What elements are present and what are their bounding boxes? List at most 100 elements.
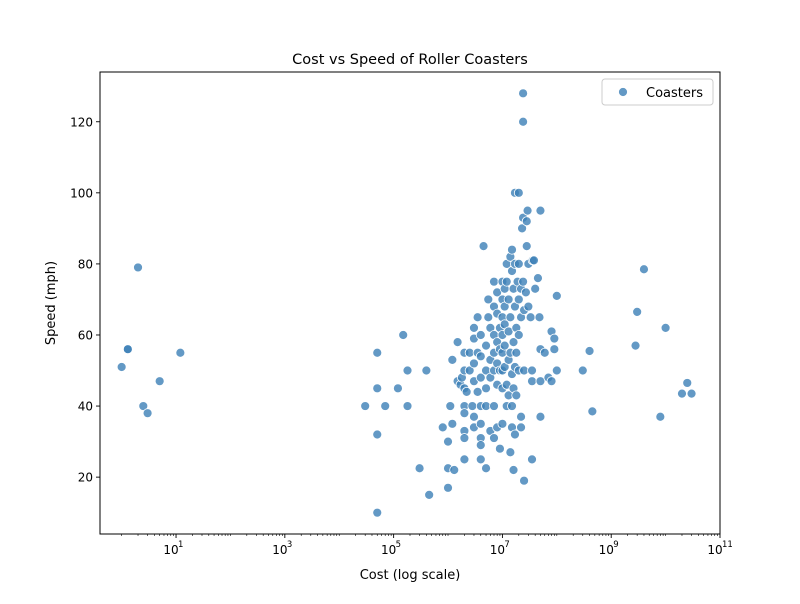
data-point: [535, 205, 546, 216]
x-axis-label: Cost (log scale): [360, 568, 461, 583]
data-point: [530, 283, 541, 294]
data-point: [475, 440, 486, 451]
data-point: [138, 401, 149, 411]
data-point: [655, 411, 666, 422]
data-point: [402, 365, 413, 376]
data-point: [469, 411, 479, 422]
x-tick-label: 10: [599, 543, 614, 557]
data-point: [516, 422, 526, 433]
x-tick-label-exponent: 1: [178, 540, 183, 550]
data-point: [523, 301, 534, 312]
data-point: [516, 411, 526, 422]
data-point: [469, 322, 479, 333]
data-point: [527, 454, 537, 465]
data-point: [632, 306, 643, 317]
data-point: [489, 401, 499, 411]
data-point: [527, 365, 537, 376]
legend-label: Coasters: [646, 86, 703, 101]
y-axis-ticks: 20 40 60 80 100 120: [70, 115, 100, 485]
points-layer: [116, 88, 697, 518]
data-point: [534, 312, 545, 323]
data-point: [505, 312, 516, 323]
data-point: [467, 401, 478, 411]
data-point: [478, 241, 489, 252]
data-point: [529, 255, 539, 266]
data-point: [475, 330, 486, 340]
data-point: [475, 454, 486, 465]
data-point: [535, 411, 546, 422]
data-point: [489, 433, 499, 443]
x-tick-label: 10: [381, 543, 396, 557]
data-point: [472, 386, 483, 397]
data-point: [507, 244, 517, 255]
data-point: [499, 340, 510, 351]
data-point: [398, 330, 409, 340]
data-point: [660, 322, 671, 333]
data-point: [449, 465, 460, 475]
data-point: [507, 401, 517, 411]
data-point: [421, 365, 432, 376]
chart-title: Cost vs Speed of Roller Coasters: [292, 52, 528, 68]
data-point: [142, 408, 153, 419]
data-point: [447, 354, 458, 365]
data-point: [393, 383, 403, 394]
data-point: [424, 490, 435, 500]
x-tick-label: 10: [490, 543, 505, 557]
data-point: [508, 465, 519, 475]
y-tick-label: 80: [78, 257, 93, 271]
data-point: [521, 216, 532, 227]
data-point: [481, 340, 491, 351]
data-point: [533, 273, 543, 284]
data-point: [513, 259, 524, 269]
data-point: [461, 386, 472, 397]
data-point: [677, 388, 687, 399]
data-point: [483, 294, 494, 305]
data-point: [519, 475, 529, 486]
data-point: [372, 507, 383, 518]
data-point: [518, 116, 528, 127]
data-point: [535, 376, 546, 387]
data-point: [518, 276, 528, 287]
data-point: [639, 264, 649, 275]
data-point: [503, 294, 514, 305]
x-tick-label-exponent: 9: [613, 540, 618, 550]
data-point: [587, 406, 598, 417]
data-point: [360, 401, 371, 411]
data-point: [518, 88, 528, 99]
data-point: [505, 447, 516, 458]
data-point: [437, 422, 448, 433]
data-point: [508, 337, 519, 347]
data-point: [549, 333, 560, 344]
data-point: [372, 383, 383, 394]
data-point: [402, 401, 413, 411]
data-point: [549, 344, 560, 355]
data-point: [175, 347, 186, 358]
data-point: [513, 187, 524, 198]
data-point: [501, 276, 512, 287]
data-point: [469, 358, 479, 369]
data-point: [154, 376, 165, 387]
data-point: [445, 401, 456, 411]
data-point: [520, 287, 531, 298]
data-point: [481, 383, 491, 394]
data-point: [686, 388, 697, 399]
y-tick-label: 100: [70, 186, 93, 200]
data-point: [414, 463, 425, 474]
legend-marker: [618, 87, 628, 97]
data-point: [539, 347, 550, 358]
data-point: [452, 337, 463, 347]
data-point: [372, 429, 383, 440]
x-axis-ticks: 10 1 10 3 10 5 10 7 10 9 10 11: [121, 534, 733, 557]
data-point: [497, 418, 508, 429]
data-point: [116, 362, 127, 372]
data-point: [630, 340, 641, 351]
data-point: [372, 347, 383, 358]
data-point: [443, 482, 453, 493]
y-axis-label: Speed (mph): [44, 261, 59, 345]
data-point: [133, 262, 143, 273]
x-tick-label-exponent: 11: [722, 540, 733, 550]
x-tick-label-exponent: 3: [287, 540, 292, 550]
data-point: [122, 344, 133, 355]
